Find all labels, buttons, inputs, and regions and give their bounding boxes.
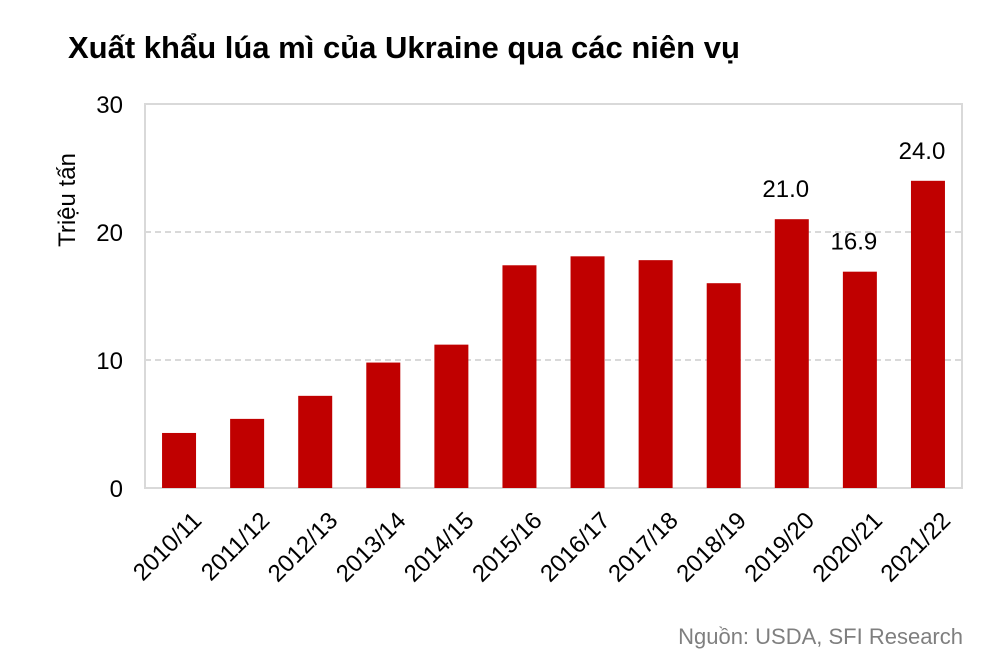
x-tick-label: 2014/15 <box>399 507 479 587</box>
bar-2020-21 <box>842 271 877 488</box>
data-label: 24.0 <box>899 138 946 165</box>
bars <box>162 180 945 489</box>
bar-2013-14 <box>366 362 401 488</box>
x-tick-label: 2019/20 <box>739 507 819 587</box>
plot-area <box>144 103 963 489</box>
bar-2010-11 <box>162 432 197 488</box>
y-tick-label: 0 <box>110 476 123 503</box>
bar-2019-20 <box>774 219 809 488</box>
y-tick-labels: 0 10 20 30 <box>96 92 123 503</box>
bar-2017-18 <box>638 260 673 488</box>
x-tick-label: 2021/22 <box>876 507 956 587</box>
bar-2012-13 <box>298 395 333 488</box>
y-axis-label: Triệu tấn <box>54 153 81 247</box>
data-label: 21.0 <box>762 176 809 203</box>
x-tick-label: 2016/17 <box>535 507 615 587</box>
data-label: 16.9 <box>831 229 878 256</box>
x-tick-label: 2012/13 <box>263 507 343 587</box>
y-tick-label: 20 <box>96 220 123 247</box>
bar-2014-15 <box>434 344 469 488</box>
bar-2018-19 <box>706 283 741 488</box>
y-tick-label: 30 <box>96 92 123 119</box>
bar-2015-16 <box>502 265 537 488</box>
chart-title: Xuất khẩu lúa mì của Ukraine qua các niê… <box>68 30 740 65</box>
x-tick-label: 2017/18 <box>603 507 683 587</box>
x-tick-label: 2020/21 <box>808 507 888 587</box>
x-tick-label: 2010/11 <box>128 507 207 586</box>
bar-2016-17 <box>570 256 605 488</box>
data-labels: 21.0 16.9 24.0 <box>762 138 945 256</box>
x-tick-label: 2018/19 <box>671 507 751 587</box>
x-tick-label: 2013/14 <box>331 507 411 587</box>
x-tick-label: 2011/12 <box>196 507 275 586</box>
x-tick-label: 2015/16 <box>467 507 547 587</box>
grid-lines <box>145 231 962 361</box>
bar-2011-12 <box>230 418 265 488</box>
source-note: Nguồn: USDA, SFI Research <box>678 624 963 649</box>
x-tick-labels: 2010/112011/122012/132013/142014/152015/… <box>128 507 956 587</box>
bar-2021-22 <box>910 180 945 489</box>
y-tick-label: 10 <box>96 348 123 375</box>
